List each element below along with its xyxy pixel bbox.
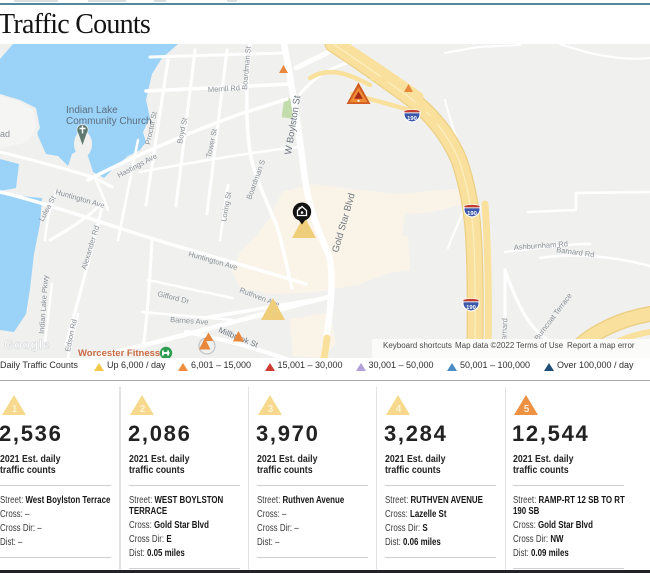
svg-text:Google: Google [4, 338, 50, 352]
svg-text:Barnes Ave: Barnes Ave [170, 315, 209, 327]
svg-text:1: 1 [12, 404, 18, 415]
svg-text:190: 190 [407, 116, 417, 122]
svg-text:2: 2 [139, 404, 145, 415]
svg-text:Terms of Use: Terms of Use [516, 341, 564, 350]
svg-text:ad: ad [0, 129, 10, 139]
svg-text:Barnard: Barnard [499, 318, 509, 345]
svg-text:Boardman St: Boardman St [240, 45, 253, 90]
svg-text:4: 4 [270, 308, 277, 320]
svg-text:Ashburnham Rd: Ashburnham Rd [514, 239, 569, 252]
svg-text:5: 5 [523, 404, 529, 415]
svg-text:2: 2 [301, 226, 307, 238]
svg-text:Indian Lake Pkwy: Indian Lake Pkwy [37, 275, 50, 335]
svg-text:Map data ©2022: Map data ©2022 [455, 341, 515, 350]
svg-text:Report a map error: Report a map error [567, 341, 635, 350]
svg-text:Worcester Fitness: Worcester Fitness [78, 348, 160, 358]
svg-text:3: 3 [267, 404, 273, 415]
svg-text:Keyboard shortcuts: Keyboard shortcuts [383, 341, 452, 350]
svg-text:Community Church: Community Church [66, 116, 152, 127]
svg-text:4: 4 [395, 404, 401, 415]
svg-text:Indian Lake: Indian Lake [66, 105, 118, 116]
svg-text:Merrill Rd: Merrill Rd [208, 83, 241, 94]
